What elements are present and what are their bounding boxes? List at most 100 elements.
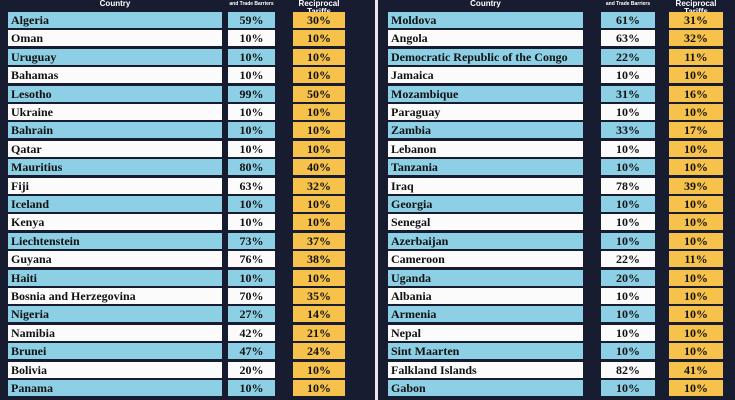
country-cell: Uruguay <box>8 48 222 65</box>
reciprocal-cell: 50% <box>293 85 345 102</box>
tariff-cell: 42% <box>228 324 275 341</box>
country-cell: Georgia <box>388 196 583 212</box>
tariff-cell: 10% <box>228 30 275 47</box>
reciprocal-cell: 10% <box>669 104 723 120</box>
country-cell: Lebanon <box>388 140 583 157</box>
country-cell: Uganda <box>388 269 583 286</box>
tariff-cell: 10% <box>601 288 655 304</box>
column-header: Reciprocal Tariffs <box>298 0 340 16</box>
country-cell: Mozambique <box>388 85 583 102</box>
tariff-cell: 10% <box>228 214 275 231</box>
reciprocal-cell: 10% <box>669 140 723 157</box>
country-cell: Bosnia and Herzegovina <box>8 288 222 304</box>
reciprocal-cell: 10% <box>669 306 723 323</box>
reciprocal-cell: 10% <box>669 232 723 249</box>
tariff-cell: 10% <box>228 269 275 286</box>
country-cell: Iceland <box>8 196 222 212</box>
reciprocal-cell: 10% <box>293 361 345 378</box>
country-cell: Iraq <box>388 177 583 194</box>
reciprocal-cell: 11% <box>669 48 723 65</box>
tariff-cell: 10% <box>601 214 655 231</box>
country-cell: Azerbaijan <box>388 232 583 249</box>
reciprocal-cell: 10% <box>293 48 345 65</box>
column-header: and Trade Barriers <box>229 1 274 7</box>
column-header: Country <box>99 0 131 8</box>
reciprocal-cell: 11% <box>669 251 723 268</box>
country-cell: Moldova <box>388 12 583 28</box>
reciprocal-cell: 35% <box>293 288 345 304</box>
tariff-cell: 10% <box>601 196 655 212</box>
reciprocal-cell: 39% <box>669 177 723 194</box>
reciprocal-cell: 30% <box>293 12 345 28</box>
country-cell: Oman <box>8 30 222 47</box>
reciprocal-cell: 16% <box>669 85 723 102</box>
tariff-cell: 20% <box>601 269 655 286</box>
table-left: Country and Trade Barriers Reciprocal Tari… <box>8 0 368 400</box>
tariff-cell: 10% <box>228 48 275 65</box>
country-cell: Kenya <box>8 214 222 231</box>
tariff-cell: 10% <box>228 104 275 120</box>
tariff-cell: 10% <box>601 67 655 84</box>
country-cell: Mauritius <box>8 159 222 176</box>
tariff-cell: 10% <box>601 104 655 120</box>
tariff-cell: 22% <box>601 48 655 65</box>
country-cell: Armenia <box>388 306 583 323</box>
tariff-cell: 47% <box>228 343 275 360</box>
country-cell: Brunei <box>8 343 222 360</box>
tariff-cell: 10% <box>228 122 275 139</box>
country-cell: Democratic Republic of the Congo <box>388 48 583 65</box>
tariff-cell: 63% <box>601 30 655 47</box>
tariff-cell: 80% <box>228 159 275 176</box>
tariff-cell: 70% <box>228 288 275 304</box>
tariff-cell: 99% <box>228 85 275 102</box>
reciprocal-cell: 14% <box>293 306 345 323</box>
reciprocal-cell: 32% <box>293 177 345 194</box>
tariff-cell: 10% <box>601 343 655 360</box>
country-cell: Jamaica <box>388 67 583 84</box>
country-cell: Bolivia <box>8 361 222 378</box>
country-cell: Ukraine <box>8 104 222 120</box>
table-right: Country and Trade Barriers Reciprocal Tari… <box>388 0 735 400</box>
reciprocal-cell: 40% <box>293 159 345 176</box>
reciprocal-cell: 24% <box>293 343 345 360</box>
tariff-cell: 76% <box>228 251 275 268</box>
tariff-cell: 10% <box>601 324 655 341</box>
column-header: and Trade Barriers <box>605 1 651 7</box>
country-cell: Nepal <box>388 324 583 341</box>
country-cell: Namibia <box>8 324 222 341</box>
country-cell: Fiji <box>8 177 222 194</box>
reciprocal-cell: 10% <box>293 30 345 47</box>
reciprocal-cell: 10% <box>293 104 345 120</box>
country-cell: Tanzania <box>388 159 583 176</box>
tariff-cell: 10% <box>228 67 275 84</box>
tariff-cell: 31% <box>601 85 655 102</box>
reciprocal-cell: 32% <box>669 30 723 47</box>
column-header: Country <box>470 0 501 8</box>
column-header: Reciprocal Tariffs <box>675 0 717 16</box>
tariff-cell: 73% <box>228 232 275 249</box>
country-cell: Haiti <box>8 269 222 286</box>
reciprocal-cell: 38% <box>293 251 345 268</box>
country-cell: Senegal <box>388 214 583 231</box>
reciprocal-cell: 10% <box>669 324 723 341</box>
country-cell: Qatar <box>8 140 222 157</box>
country-cell: Zambia <box>388 122 583 139</box>
reciprocal-cell: 37% <box>293 232 345 249</box>
tariff-cell: 20% <box>228 361 275 378</box>
tariff-cell: 63% <box>228 177 275 194</box>
tariff-cell: 10% <box>601 380 655 396</box>
reciprocal-cell: 10% <box>669 343 723 360</box>
country-cell: Angola <box>388 30 583 47</box>
reciprocal-cell: 10% <box>293 122 345 139</box>
reciprocal-cell: 10% <box>293 140 345 157</box>
reciprocal-cell: 10% <box>293 196 345 212</box>
reciprocal-cell: 10% <box>669 380 723 396</box>
tariff-cell: 61% <box>601 12 655 28</box>
country-cell: Guyana <box>8 251 222 268</box>
reciprocal-cell: 10% <box>669 288 723 304</box>
country-cell: Paraguay <box>388 104 583 120</box>
tariff-cell: 33% <box>601 122 655 139</box>
reciprocal-cell: 17% <box>669 122 723 139</box>
reciprocal-cell: 10% <box>669 196 723 212</box>
divider <box>375 0 378 400</box>
